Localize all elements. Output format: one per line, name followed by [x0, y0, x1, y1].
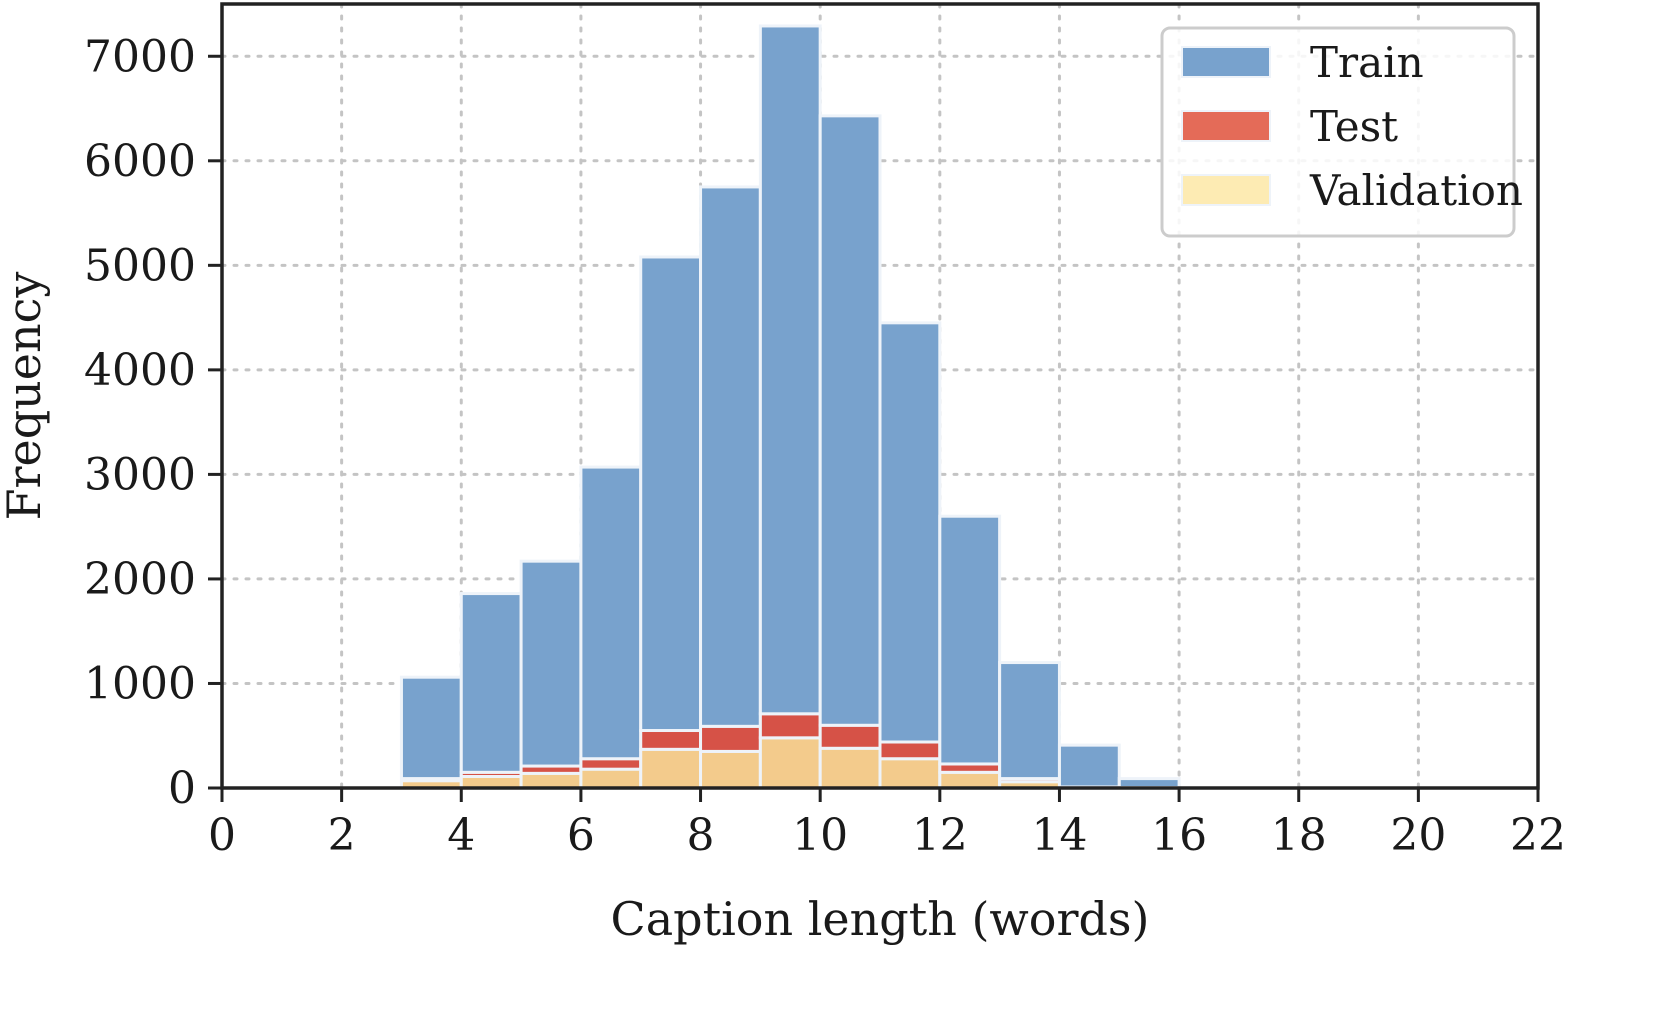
- bar-validation: [639, 747, 703, 790]
- x-tick-label: 12: [912, 810, 968, 861]
- x-tick-label: 18: [1271, 810, 1327, 861]
- y-axis-title: Frequency: [0, 272, 51, 521]
- x-tick-label: 0: [208, 810, 236, 861]
- bar-train: [878, 321, 942, 744]
- bar-train: [818, 114, 882, 727]
- plot-frame: [220, 2, 1540, 790]
- bar-train: [459, 592, 523, 774]
- bars: [399, 24, 1181, 790]
- bar-train: [998, 661, 1061, 781]
- bar-validation: [519, 771, 583, 790]
- bar-train: [579, 465, 643, 761]
- legend: Train Test Validation: [1160, 26, 1523, 238]
- y-tick-label: 4000: [84, 345, 196, 396]
- bar-test: [639, 729, 703, 751]
- legend-label-test: Test: [1310, 102, 1398, 151]
- bar-test: [818, 723, 882, 750]
- x-tick-label: 14: [1031, 810, 1087, 861]
- y-tick-label: 7000: [84, 31, 196, 82]
- x-tick-label: 16: [1151, 810, 1207, 861]
- legend-swatch-train: [1181, 46, 1271, 78]
- x-axis-title: Caption length (words): [611, 892, 1150, 946]
- y-tick-label: 1000: [84, 658, 196, 709]
- bar-train: [758, 24, 822, 716]
- x-tick-label: 10: [792, 810, 848, 861]
- bar-validation: [878, 757, 942, 790]
- y-tick-label: 0: [168, 763, 196, 814]
- bar-validation: [699, 749, 762, 790]
- x-tick-label: 20: [1390, 810, 1446, 861]
- bar-train: [699, 185, 762, 728]
- bar-validation: [579, 767, 643, 790]
- y-tick-label: 5000: [84, 240, 196, 291]
- x-tick-label: 6: [567, 810, 595, 861]
- bar-validation: [938, 770, 1002, 790]
- bar-train: [639, 255, 703, 733]
- bar-test: [579, 757, 643, 771]
- bar-test: [758, 712, 822, 740]
- legend-swatch-test: [1181, 110, 1271, 142]
- bar-train: [938, 514, 1002, 766]
- legend-label-train: Train: [1310, 38, 1424, 87]
- bar-train: [1057, 743, 1121, 789]
- bar-train: [1117, 777, 1181, 789]
- x-tick-label: 22: [1510, 810, 1566, 861]
- y-tick-label: 2000: [84, 554, 196, 605]
- y-tick-label: 3000: [84, 449, 196, 500]
- x-tick-label: 4: [447, 810, 475, 861]
- bar-test: [878, 740, 942, 761]
- x-tick-label: 2: [328, 810, 356, 861]
- bar-train: [399, 675, 463, 781]
- legend-swatch-validation: [1181, 174, 1271, 206]
- y-tick-label: 6000: [84, 136, 196, 187]
- bar-validation: [758, 736, 822, 790]
- bar-test: [699, 724, 762, 753]
- axis-ticks: 0 2 4 6 8 10 12 14 16 18 20 22 0 1000 2000 3000 4000 5000…: [84, 31, 1566, 861]
- bar-validation: [818, 746, 882, 790]
- legend-label-validation: Validation: [1309, 166, 1523, 215]
- x-tick-label: 8: [687, 810, 715, 861]
- bar-train: [519, 559, 583, 768]
